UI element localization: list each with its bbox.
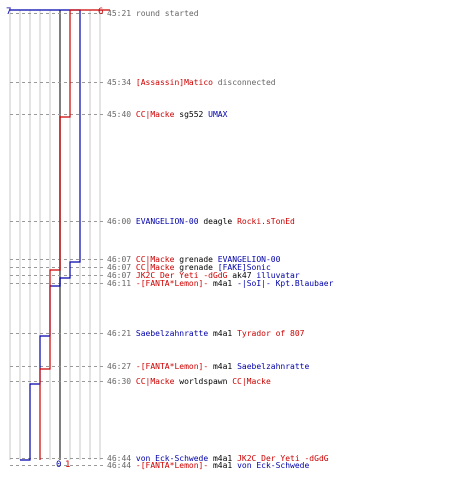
- event-time: 46:30: [107, 377, 136, 386]
- event-text: disconnected: [213, 78, 276, 87]
- event-text: Saebelzahnratte: [136, 329, 208, 338]
- event-time: 46:44: [107, 461, 136, 470]
- event-text: -|SoI|- Kpt.Blaubaer: [237, 279, 334, 288]
- event-time: 45:21: [107, 9, 136, 18]
- event-text: m4a1: [208, 279, 237, 288]
- event-text: m4a1: [208, 454, 237, 463]
- event-text: CC|Macke: [136, 377, 175, 386]
- event-row: 45:40 CC|Macke sg552 UMAX: [107, 110, 228, 119]
- event-time: 45:40: [107, 110, 136, 119]
- event-text: grenade: [174, 263, 217, 272]
- event-text: von Eck-Schwede: [237, 461, 309, 470]
- event-text: illuvatar: [256, 271, 300, 280]
- event-row: 46:00 EVANGELION-00 deagle Rocki.sTonEd: [107, 217, 295, 226]
- event-time: 46:27: [107, 362, 136, 371]
- event-text: round started: [136, 9, 199, 18]
- event-text: grenade: [174, 255, 217, 264]
- event-time: 46:07: [107, 271, 136, 280]
- event-row: 46:21 Saebelzahnratte m4a1 Tyrador of 80…: [107, 329, 305, 338]
- event-text: -[FANTA*Lemon]-: [136, 461, 208, 470]
- event-time: 45:34: [107, 78, 136, 87]
- event-text: sg552: [174, 110, 208, 119]
- event-text: deagle: [199, 217, 238, 226]
- event-text: -[FANTA*Lemon]-: [136, 279, 208, 288]
- red-end-count: 1: [65, 460, 70, 470]
- event-time: 46:44: [107, 454, 136, 463]
- event-text: m4a1: [208, 329, 237, 338]
- event-text: [FAKE]Sonic: [218, 263, 271, 272]
- event-guides: [10, 13, 103, 466]
- blue-start-count: 7: [6, 7, 11, 17]
- event-text: m4a1: [208, 362, 237, 371]
- blue-end-count: 0: [56, 460, 61, 470]
- red-team-step-line: [39, 9, 110, 460]
- event-row: 46:44 -[FANTA*Lemon]- m4a1 von Eck-Schwe…: [107, 461, 309, 470]
- event-text: Tyrador of 807: [237, 329, 305, 338]
- red-start-count: 6: [98, 7, 103, 17]
- event-time: 46:00: [107, 217, 136, 226]
- event-text: worldspawn: [174, 377, 232, 386]
- event-labels: 45:21 round started 45:34 [Assassin]Matic…: [107, 9, 334, 470]
- series-lines: [10, 9, 110, 461]
- event-time: 46:21: [107, 329, 136, 338]
- event-row: 46:44 von Eck-Schwede m4a1 JK2C Der Yeti…: [107, 454, 329, 463]
- event-text: CC|Macke: [136, 255, 175, 264]
- event-text: Rocki.sTonEd: [237, 217, 295, 226]
- event-time: 46:07: [107, 263, 136, 272]
- event-text: CC|Macke: [136, 110, 175, 119]
- event-text: EVANGELION-00: [218, 255, 281, 264]
- grid: [9, 10, 101, 460]
- event-text: m4a1: [208, 461, 237, 470]
- event-time: 46:11: [107, 279, 136, 288]
- event-text: UMAX: [208, 110, 227, 119]
- player-count-labels: 7 6 0 1: [6, 7, 103, 470]
- event-row: 45:21 round started: [107, 9, 199, 18]
- event-text: CC|Macke: [232, 377, 271, 386]
- event-text: EVANGELION-00: [136, 217, 199, 226]
- event-text: Saebelzahnratte: [237, 362, 309, 371]
- event-text: CC|Macke: [136, 263, 175, 272]
- event-row: 46:07 CC|Macke grenade EVANGELION-00: [107, 255, 281, 264]
- event-row: 45:34 [Assassin]Matico disconnected: [107, 78, 276, 87]
- event-row: 46:07 JK2C Der Yeti -dGdG ak47 illuvatar: [107, 271, 300, 280]
- event-text: ak47: [227, 271, 256, 280]
- event-text: JK2C Der Yeti -dGdG: [136, 271, 228, 280]
- event-text: -[FANTA*Lemon]-: [136, 362, 208, 371]
- event-row: 46:07 CC|Macke grenade [FAKE]Sonic: [107, 263, 271, 272]
- event-row: 46:30 CC|Macke worldspawn CC|Macke: [107, 377, 271, 386]
- event-row: 46:11 -[FANTA*Lemon]- m4a1 -|SoI|- Kpt.B…: [107, 279, 334, 288]
- event-row: 46:27 -[FANTA*Lemon]- m4a1 Saebelzahnrat…: [107, 362, 309, 371]
- event-text: von Eck-Schwede: [136, 454, 208, 463]
- event-text: [Assassin]Matico: [136, 78, 213, 87]
- event-time: 46:07: [107, 255, 136, 264]
- event-text: JK2C Der Yeti -dGdG: [237, 454, 329, 463]
